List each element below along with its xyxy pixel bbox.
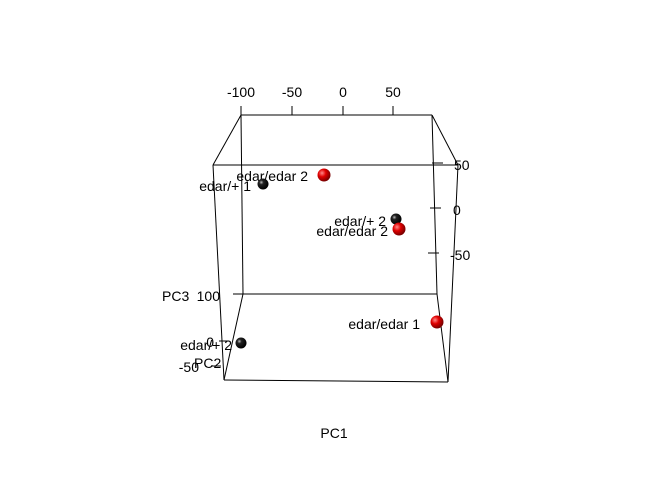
data-point: edar/edar 1 [348,315,444,332]
data-point: edar/+ 2 [334,213,402,229]
x-axis-ticks [240,106,394,115]
y-tick-label: 100 [197,288,221,304]
x-tick-label: -100 [227,84,255,100]
red-sphere-marker [317,168,331,182]
x-axis-title: PC1 [320,425,347,441]
black-sphere-marker [257,178,269,190]
y-tick-label: 0 [206,334,214,350]
x-tick-label: 50 [385,84,401,100]
z-tick-label: 0 [453,202,461,218]
z-tick-label: -50 [450,247,470,263]
black-sphere-marker [390,213,402,225]
y-tick-label: -50 [179,359,199,375]
x-tick-label: -50 [282,84,302,100]
data-point: edar/edar 2 [316,222,406,239]
red-sphere-marker [430,315,444,329]
point-label: edar/edar 2 [316,223,388,239]
data-point: edar/+ 2 [180,337,247,353]
red-sphere-marker [392,222,406,236]
point-label: edar/+ 2 [180,337,232,353]
x-tick-label: 0 [339,84,347,100]
y-axis-ticks [211,293,243,367]
point-label: edar/+ 2 [334,213,386,229]
box-frame [212,114,459,383]
z-axis-ticks [428,162,443,254]
point-label: edar/edar 1 [348,316,420,332]
z-axis-title: PC3 [162,288,189,304]
black-sphere-marker [235,337,247,349]
data-point: edar/edar 2 [236,168,331,184]
point-label: edar/+ 1 [199,178,251,194]
z-tick-label: 50 [454,157,470,173]
y-axis-title: PC2 [194,355,221,371]
point-label: edar/edar 2 [236,168,308,184]
data-point: edar/+ 1 [199,178,269,194]
